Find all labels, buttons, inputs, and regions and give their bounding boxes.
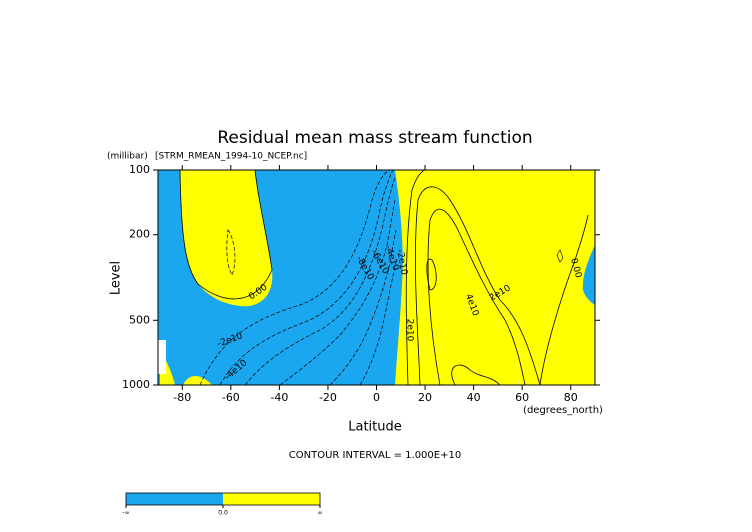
contour-line-negative	[359, 261, 397, 386]
contour-label: 2e10	[405, 319, 415, 342]
x-tick-label: 20	[418, 391, 432, 404]
x-tick-label: 0	[373, 391, 380, 404]
x-tick-label: -20	[319, 391, 337, 404]
y-axis-label: Level	[109, 261, 124, 295]
contour-line-negative	[219, 169, 394, 386]
contour-line-positive	[415, 186, 541, 386]
contour-line-positive	[426, 258, 437, 291]
subtitle: [STRM_RMEAN_1994-10_NCEP.nc]	[155, 152, 307, 162]
contour-line-negative	[199, 169, 391, 386]
contour-line-positive	[405, 169, 426, 386]
x-unit-label: (degrees_north)	[523, 405, 603, 416]
x-tick-label: 60	[515, 391, 529, 404]
y-tick-label: 1000	[122, 378, 150, 391]
y-tick-label: 200	[129, 228, 150, 241]
x-axis-label: Latitude	[348, 420, 402, 435]
chart-title: Residual mean mass stream function	[217, 128, 532, 148]
x-tick-label: -60	[222, 391, 240, 404]
missing-region	[158, 340, 166, 374]
x-tick-label: -80	[173, 391, 191, 404]
positive-region	[180, 170, 273, 307]
contour-line-negative	[244, 177, 396, 386]
y-tick-label: 500	[129, 313, 150, 326]
y-unit-label: (millibar)	[107, 152, 148, 162]
x-tick-label: -40	[270, 391, 288, 404]
x-tick-label: 80	[564, 391, 578, 404]
colorbar-swatch	[223, 493, 320, 505]
positive-region	[395, 170, 595, 385]
zero-contour	[179, 169, 273, 300]
contour-line-positive	[427, 208, 526, 386]
colorbar-label: -∞	[122, 510, 129, 517]
positive-region	[183, 375, 212, 385]
colorbar-label: ∞	[318, 510, 323, 517]
contour-line-negative	[329, 229, 397, 386]
contour-line-negative	[279, 199, 396, 386]
contour-line-positive	[539, 214, 589, 386]
contour-interval: CONTOUR INTERVAL = 1.000E+10	[289, 450, 461, 461]
x-tick-label: 40	[467, 391, 481, 404]
contour-line-negative	[226, 229, 236, 276]
plot-area: 0.00-2e10-4e10-8e10-6e10-4e10-2e102e104e…	[158, 169, 595, 386]
y-tick-label: 100	[129, 163, 150, 176]
colorbar-label: 0.0	[218, 510, 228, 517]
contour-label: -2e10	[394, 248, 408, 276]
colorbar-swatch	[126, 493, 223, 505]
positive-region	[556, 249, 564, 263]
